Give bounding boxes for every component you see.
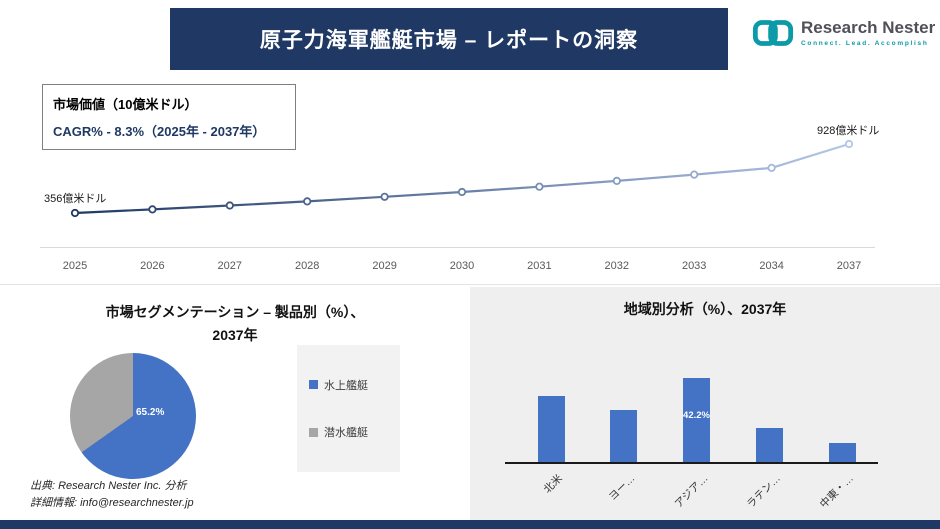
segmentation-section: 市場セグメンテーション – 製品別（%）、 2037年 65.2% 水上艦艇 潜… [0,287,470,520]
x-axis-year-label: 2027 [217,260,243,272]
region-category-label: ラテン… [744,472,784,511]
contact-note: 詳細情報: info@researchnester.jp [30,497,194,509]
header-banner: 原子力海軍艦艇市場 – レポートの洞察 [170,8,728,70]
x-axis-year-label: 2030 [449,260,475,272]
region-category-label: ヨー… [606,472,638,504]
page-title: 原子力海軍艦艇市場 – レポートの洞察 [259,29,639,52]
section-divider [0,284,940,285]
footer-notes: 出典: Research Nester Inc. 分析 詳細情報: info@r… [30,478,194,512]
market-value-box: 市場価値（10億米ドル） CAGR% - 8.3%（2025年 - 2037年） [42,84,296,150]
market-trend-line-chart [70,139,854,218]
cagr-label: CAGR% - 8.3%（2025年 - 2037年） [53,124,266,139]
region-category-label: 北米 [541,472,565,496]
product-pie-chart: 65.2% [70,353,196,479]
region-bar [755,428,783,462]
legend-swatch-gray [309,427,318,437]
x-axis-year-label: 2034 [759,260,784,272]
region-bar [610,410,638,462]
line-chart-x-axis [40,247,875,248]
x-axis-year-label: 2033 [681,260,707,272]
legend-item-submarine-vessels: 潜水艦艇 [309,424,388,440]
segmentation-title: 市場セグメンテーション – 製品別（%）、 2037年 [0,301,470,347]
logo-tagline: Connect. Lead. Accomplish [801,40,929,47]
line-chart-x-axis-labels: 2025 2026 2027 2028 2029 2030 2031 2032 2033 2034… [40,260,875,276]
pie-data-label: 65.2% [136,407,165,418]
regional-title: 地域別分析（%）、2037年 [623,301,787,317]
line-end-value-label: 928億米ドル [817,125,880,137]
x-axis-year-label: 2029 [372,260,397,272]
segmentation-title-line2: 2037年 [212,327,258,343]
x-axis-year-label: 2028 [294,260,320,272]
pie-legend: 水上艦艇 潜水艦艇 [297,345,400,472]
chain-link-logo-icon [752,20,794,46]
line-start-value-label: 356億米ドル [44,193,107,205]
source-note: 出典: Research Nester Inc. 分析 [30,480,187,492]
legend-swatch-blue [309,380,318,390]
region-bar: 42.2% [683,377,710,462]
legend-label-surface-vessels: 水上艦艇 [324,379,368,392]
segmentation-title-line1: 市場セグメンテーション – 製品別（%）、 [105,304,365,320]
legend-label-submarine-vessels: 潜水艦艇 [324,427,368,440]
region-bar [537,396,565,462]
x-axis-year-label: 2026 [140,260,165,272]
x-axis-year-label: 2032 [604,260,630,272]
regional-bar-chart: 北米 ヨー… 42.2% アジア… ラテン… 中東・… [470,287,940,520]
x-axis-year-label: 2025 [62,260,88,272]
logo-text: Research Nester Connect. Lead. Accomplis… [801,18,935,47]
bar-chart-axis [505,462,878,464]
region-category-label: 中東・… [817,472,856,511]
logo-name: Research Nester [801,18,936,37]
region-bar [828,443,856,462]
regional-section: 地域別分析（%）、2037年 北米 ヨー… 42.2% アジア… ラテン… 中東・… [470,287,940,520]
legend-item-surface-vessels: 水上艦艇 [309,377,388,393]
region-category-label: アジア… [672,472,711,511]
bottom-navy-bar [0,520,940,529]
x-axis-year-label: 2031 [527,260,552,272]
research-nester-logo: Research Nester Connect. Lead. Accomplis… [752,18,935,48]
market-value-label: 市場価値（10億米ドル） [53,97,198,112]
bar-data-label: 42.2% [683,409,710,421]
x-axis-year-label: 2037 [836,260,862,272]
